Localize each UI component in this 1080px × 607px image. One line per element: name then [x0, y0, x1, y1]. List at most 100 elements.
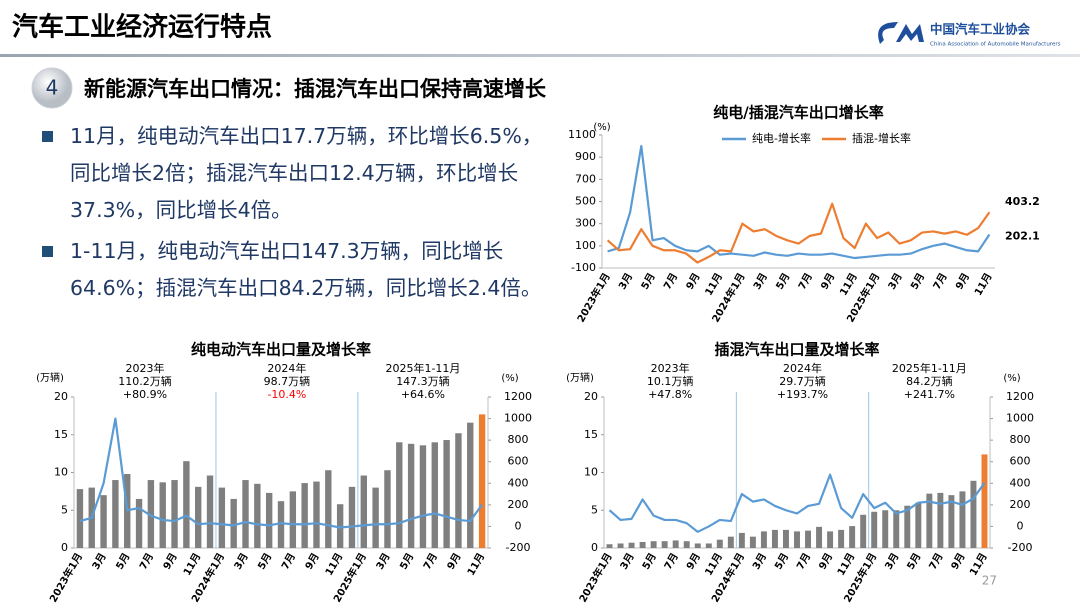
legend-label: 插混-增长率 — [852, 131, 911, 145]
y-tick-label: 15 — [584, 428, 598, 441]
bar — [893, 510, 900, 548]
x-tick-label: 7月 — [794, 551, 813, 572]
bar — [230, 498, 237, 548]
x-tick-label: 3月 — [90, 551, 109, 572]
y2-tick-label: 400 — [508, 476, 529, 489]
bar — [147, 480, 155, 548]
bar — [301, 483, 308, 548]
x-tick-label: 3月 — [886, 271, 905, 292]
bar — [218, 487, 226, 548]
bar — [661, 541, 668, 548]
y-tick-label: 5 — [61, 503, 68, 516]
y2-axis-label: (%) — [1003, 373, 1020, 384]
chart-title: 纯电/插混汽车出口增长率 — [713, 104, 883, 122]
logo-name: 中国汽车工业协会 — [930, 22, 1031, 37]
y-axis-label: (%) — [593, 122, 610, 133]
annotation-volume: 147.3万辆 — [396, 374, 450, 388]
bar — [948, 495, 955, 548]
x-tick-label: 9月 — [949, 551, 968, 572]
bar — [672, 540, 679, 548]
annotation-year: 2023年 — [651, 361, 690, 375]
annotation-year: 2024年 — [783, 361, 822, 375]
legend-label: 纯电-增长率 — [752, 131, 811, 145]
annotation-growth: +193.7% — [777, 388, 828, 401]
x-tick-label: 5月 — [772, 551, 791, 572]
section-badge — [31, 67, 73, 109]
x-tick-label: 11月 — [465, 551, 487, 578]
y2-tick-label: 0 — [1017, 519, 1024, 532]
x-tick-label: 9月 — [445, 551, 464, 572]
bar — [100, 495, 107, 548]
bar — [617, 543, 624, 548]
value-label: 403.2 — [1005, 195, 1040, 208]
x-tick-label: 9月 — [684, 271, 703, 292]
y-tick-label: 100 — [575, 239, 596, 252]
bar — [372, 487, 379, 548]
bar — [289, 491, 297, 548]
x-tick-label: 3月 — [883, 551, 902, 572]
data-line — [606, 202, 991, 264]
section-number: 4 — [46, 76, 59, 100]
bar — [195, 486, 202, 548]
bullet: 11月，纯电动汽车出口17.7万辆，环比增长6.5%，同比增长2倍；插混汽车出口… — [38, 118, 543, 229]
bar — [443, 440, 450, 548]
x-tick-label: 2023年1月 — [574, 271, 613, 325]
bar — [467, 422, 474, 548]
bar — [254, 483, 261, 548]
x-tick-label: 11月 — [835, 551, 857, 578]
y-tick-label: 5 — [591, 503, 598, 516]
x-tick-label: 7月 — [927, 551, 946, 572]
annotation-growth: +64.6% — [401, 388, 445, 401]
y2-tick-label: 1200 — [504, 390, 532, 403]
x-tick-label: 5月 — [905, 551, 924, 572]
annotation-year: 2025年1-11月 — [892, 361, 967, 375]
x-tick-label: 7月 — [796, 271, 815, 292]
x-tick-label: 5月 — [639, 271, 658, 292]
bar — [384, 470, 391, 548]
bar — [694, 543, 701, 548]
bar — [171, 480, 178, 548]
bar — [313, 481, 320, 548]
annotation-volume: 10.1万辆 — [647, 374, 694, 388]
annotation-growth: +47.8% — [648, 388, 692, 401]
bar — [265, 492, 273, 548]
chart-title: 纯电动汽车出口量及增长率 — [191, 341, 371, 359]
x-tick-label: 5月 — [908, 271, 927, 292]
bar — [628, 542, 635, 548]
bar — [683, 541, 690, 548]
annotation-volume: 110.2万辆 — [118, 374, 172, 388]
annotation-growth: +80.9% — [123, 388, 167, 401]
y-tick-label: 700 — [575, 172, 596, 185]
bar — [937, 492, 944, 548]
header-rule — [0, 54, 1080, 57]
bar — [277, 501, 285, 548]
y-tick-label: 20 — [584, 390, 598, 403]
x-tick-label: 7月 — [661, 271, 680, 292]
bar — [782, 529, 789, 548]
bar — [112, 480, 119, 548]
bar — [738, 532, 745, 548]
bar — [183, 461, 190, 548]
data-line — [608, 473, 986, 533]
bar — [348, 486, 356, 548]
bar — [827, 531, 834, 548]
x-tick-label: 5月 — [397, 551, 416, 572]
x-tick-label: 11月 — [703, 271, 725, 298]
bar — [771, 529, 778, 548]
x-tick-label: 3月 — [374, 551, 393, 572]
x-tick-label: 7月 — [662, 551, 681, 572]
data-line — [79, 417, 483, 529]
bar — [159, 482, 166, 548]
y2-tick-label: 0 — [515, 519, 522, 532]
bar — [639, 541, 646, 548]
bar — [816, 526, 823, 548]
y-tick-label: -100 — [571, 261, 596, 274]
annotation-growth: -10.4% — [267, 388, 306, 401]
y-tick-label: 1100 — [568, 128, 596, 141]
y2-tick-label: 800 — [508, 433, 529, 446]
bar — [915, 502, 922, 548]
chart-title: 插混汽车出口量及增长率 — [714, 341, 879, 359]
bar — [749, 536, 756, 548]
